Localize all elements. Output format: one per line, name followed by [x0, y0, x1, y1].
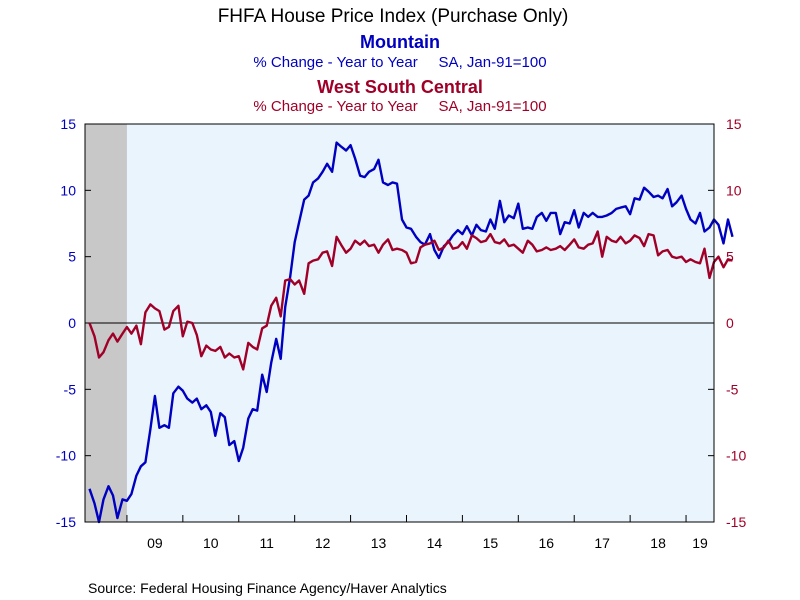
left-y-tick-label: 15 [60, 116, 76, 132]
left-y-tick-label: -5 [64, 381, 77, 397]
x-tick-label: 10 [203, 535, 219, 551]
x-tick-label: 17 [594, 535, 610, 551]
right-y-tick-label: 15 [726, 116, 742, 132]
left-y-axis: -15 -10 -5 0 5 10 15 [56, 116, 91, 530]
right-y-axis: -15 -10 -5 0 5 10 15 [708, 116, 746, 530]
right-y-tick-label: 5 [726, 249, 734, 265]
x-tick-label: 12 [315, 535, 331, 551]
right-y-tick-label: -15 [726, 514, 746, 530]
series-subtitle-mountain: % Change - Year to Year SA, Jan-91=100 [253, 54, 546, 71]
x-tick-label: 09 [147, 535, 163, 551]
x-tick-label: 18 [650, 535, 666, 551]
x-tick-label: 13 [371, 535, 387, 551]
series-subtitle-wsc: % Change - Year to Year SA, Jan-91=100 [253, 98, 546, 115]
left-y-tick-label: 10 [60, 182, 76, 198]
series-title-mountain: Mountain [360, 32, 440, 52]
x-tick-label: 19 [692, 535, 708, 551]
left-y-tick-label: 0 [68, 315, 76, 331]
series-line-mountain [88, 141, 734, 524]
right-y-tick-label: -10 [726, 448, 746, 464]
series-line-wsc [88, 230, 733, 371]
left-y-tick-label: -10 [56, 448, 76, 464]
x-tick-label: 14 [427, 535, 443, 551]
left-y-tick-label: 5 [68, 249, 76, 265]
x-tick-label: 11 [259, 535, 274, 551]
x-axis: 09 10 11 12 13 14 15 16 17 18 19 [126, 515, 708, 551]
plot-frame [84, 123, 715, 523]
right-y-tick-label: 10 [726, 182, 742, 198]
x-tick-label: 15 [483, 535, 499, 551]
left-y-tick-label: -15 [56, 514, 76, 530]
right-y-tick-label: -5 [726, 381, 739, 397]
chart-title: FHFA House Price Index (Purchase Only) [218, 6, 569, 27]
x-tick-label: 16 [538, 535, 554, 551]
right-y-tick-label: 0 [726, 315, 734, 331]
source-note: Source: Federal Housing Finance Agency/H… [88, 580, 447, 596]
series-title-wsc: West South Central [317, 77, 483, 97]
